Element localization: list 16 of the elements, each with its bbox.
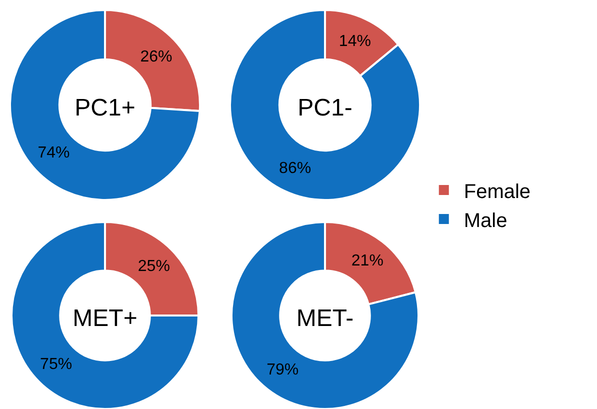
data-label: 86% bbox=[279, 160, 312, 178]
text: MET+ bbox=[72, 305, 138, 332]
legend-label: Female bbox=[464, 180, 531, 203]
data-label: 79% bbox=[266, 362, 299, 379]
data-label: 14% bbox=[338, 32, 371, 50]
data-label: 21% bbox=[351, 252, 384, 270]
data-label: 74% bbox=[38, 144, 70, 162]
text: PC1- bbox=[298, 94, 352, 122]
donut-slice bbox=[229, 9, 421, 201]
data-label: 26% bbox=[140, 48, 172, 66]
data-label: 25% bbox=[138, 258, 170, 276]
legend-label: Male bbox=[464, 210, 508, 232]
text: MET- bbox=[296, 305, 354, 332]
donut-slice bbox=[9, 9, 201, 201]
text: PC1+ bbox=[74, 94, 136, 122]
data-label: 75% bbox=[40, 356, 72, 373]
